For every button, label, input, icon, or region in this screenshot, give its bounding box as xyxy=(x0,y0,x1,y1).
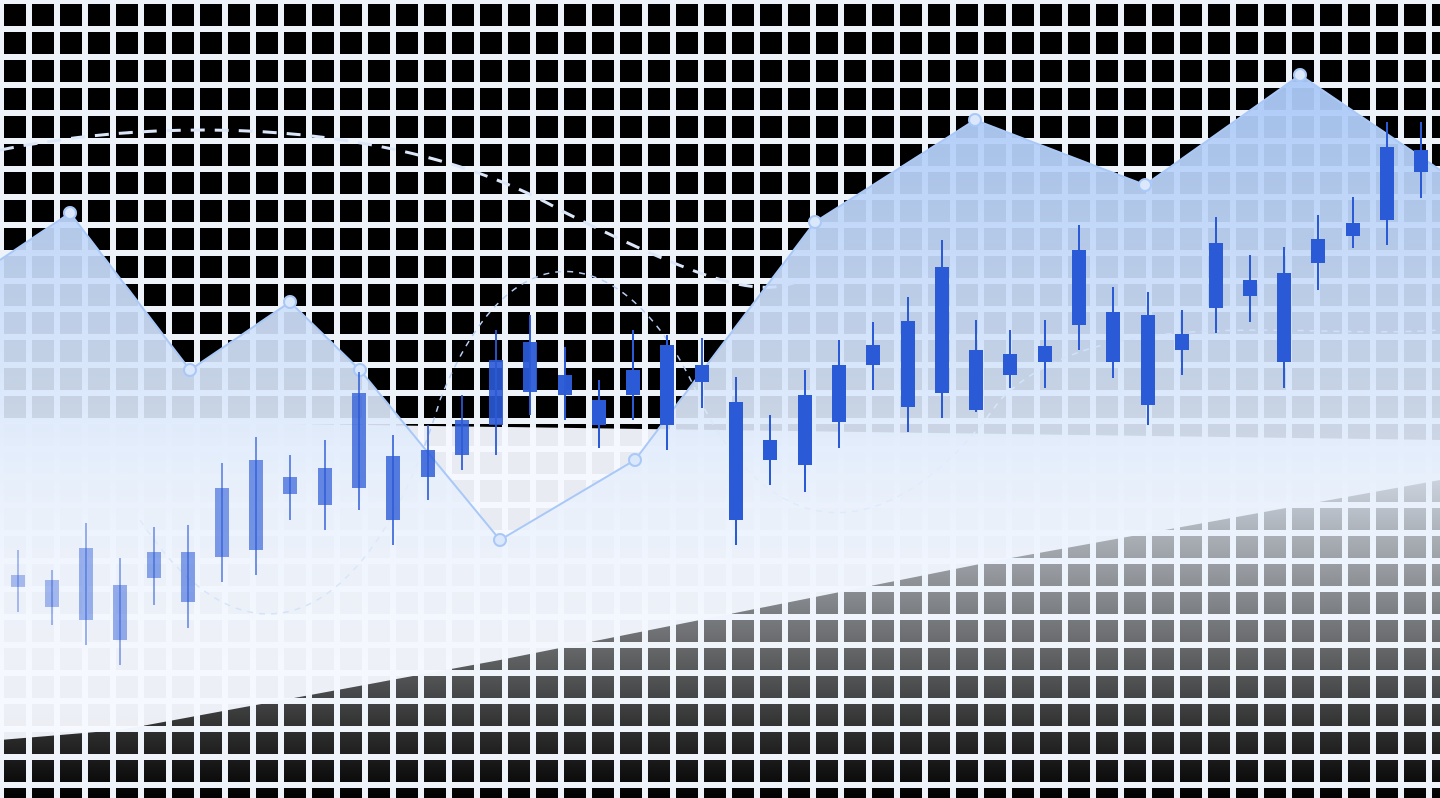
area-vertex xyxy=(628,453,642,467)
candle-body xyxy=(283,477,297,494)
candle-body xyxy=(318,468,332,505)
candle-body xyxy=(1243,280,1257,296)
candle-body xyxy=(1380,147,1394,220)
area-vertex xyxy=(1293,68,1307,82)
candle-body xyxy=(352,393,366,488)
area-vertex xyxy=(968,113,982,127)
candle-body xyxy=(1141,315,1155,405)
candle-body xyxy=(1175,334,1189,350)
candle-body xyxy=(489,360,503,425)
candle-body xyxy=(1038,346,1052,362)
candle-body xyxy=(249,460,263,550)
candle-body xyxy=(1311,239,1325,263)
area-vertex xyxy=(63,206,77,220)
candle-body xyxy=(386,456,400,520)
candle-body xyxy=(1414,150,1428,172)
candle-body xyxy=(660,345,674,425)
candle-body xyxy=(523,342,537,392)
area-vertex xyxy=(493,533,507,547)
candle-body xyxy=(1277,273,1291,362)
area-line xyxy=(0,73,1440,542)
candle-body xyxy=(215,488,229,557)
candle-body xyxy=(1346,223,1360,236)
candle-body xyxy=(79,548,93,620)
candle-body xyxy=(11,575,25,587)
plot xyxy=(0,68,1440,798)
candle-body xyxy=(832,365,846,422)
candle-body xyxy=(626,370,640,395)
candle-body xyxy=(147,552,161,578)
deco-curve xyxy=(0,128,801,289)
candle-body xyxy=(45,580,59,607)
candle-body xyxy=(695,365,709,382)
candle-body xyxy=(1072,250,1086,325)
candle-body xyxy=(181,552,195,602)
candle-body xyxy=(763,440,777,460)
candle-body xyxy=(935,267,949,393)
candle-body xyxy=(421,450,435,477)
area-vertex xyxy=(808,215,822,229)
candle-body xyxy=(113,585,127,640)
candle-body xyxy=(969,350,983,410)
candle-body xyxy=(866,345,880,365)
area-vertex xyxy=(183,363,197,377)
candle-body xyxy=(558,375,572,395)
candle-body xyxy=(798,395,812,465)
candle-body xyxy=(455,420,469,455)
area-vertex xyxy=(283,295,297,309)
candle-body xyxy=(1209,243,1223,308)
candle-body xyxy=(729,402,743,520)
candle-body xyxy=(901,321,915,407)
area-fill xyxy=(0,75,1440,798)
area-vertex xyxy=(1138,178,1152,192)
candle-body xyxy=(592,400,606,425)
candle-body xyxy=(1003,354,1017,375)
candle-body xyxy=(1106,312,1120,362)
